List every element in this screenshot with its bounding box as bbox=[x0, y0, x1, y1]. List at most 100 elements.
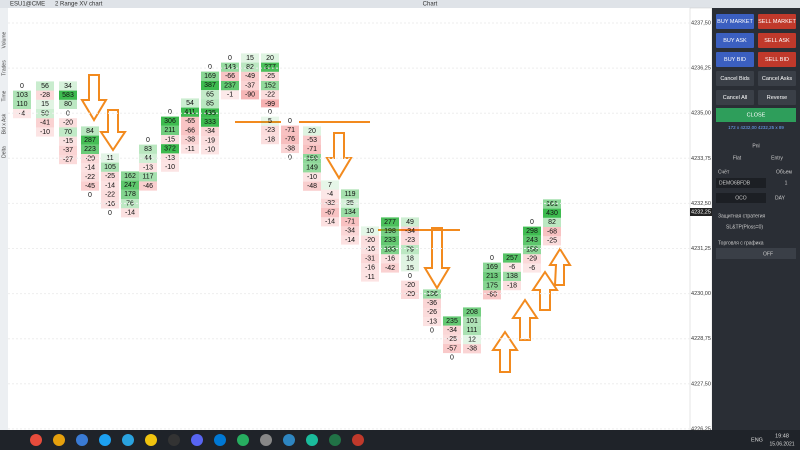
taskbar-icon[interactable] bbox=[99, 434, 111, 446]
cell-value: -66 bbox=[185, 127, 195, 134]
cell bbox=[361, 235, 379, 245]
taskbar-icon[interactable] bbox=[283, 434, 295, 446]
button[interactable] bbox=[716, 52, 754, 67]
cell-value: -29 bbox=[405, 291, 415, 298]
cell-value: 54 bbox=[186, 100, 194, 107]
button[interactable] bbox=[758, 71, 796, 86]
button-label[interactable]: SELL BID bbox=[765, 57, 789, 63]
button[interactable] bbox=[758, 52, 796, 67]
button-label[interactable]: Cancel All bbox=[723, 95, 747, 101]
taskbar-icon[interactable] bbox=[122, 434, 134, 446]
button[interactable] bbox=[758, 33, 796, 48]
tab[interactable]: ESU1@CME bbox=[10, 2, 45, 8]
cell bbox=[341, 207, 359, 217]
taskbar-icon[interactable] bbox=[352, 434, 364, 446]
cell bbox=[201, 126, 219, 136]
button[interactable] bbox=[716, 33, 754, 48]
cell-value: 243 bbox=[526, 237, 538, 244]
taskbar-icon[interactable] bbox=[214, 434, 226, 446]
cell-value: 65 bbox=[206, 91, 214, 98]
side-tab[interactable]: Bid x Ask bbox=[1, 113, 7, 134]
cell-value: 161 bbox=[546, 201, 558, 208]
button[interactable] bbox=[758, 14, 796, 29]
cell-value: 18 bbox=[406, 256, 414, 263]
cell bbox=[139, 163, 157, 173]
side-tab[interactable]: Volume bbox=[1, 31, 7, 48]
cell bbox=[261, 125, 279, 135]
cell bbox=[261, 135, 279, 145]
cell bbox=[13, 99, 31, 109]
button[interactable] bbox=[716, 90, 754, 105]
cell bbox=[261, 116, 279, 126]
cell-value: -53 bbox=[307, 137, 317, 144]
cell-value: 0 bbox=[430, 328, 434, 335]
close-button[interactable] bbox=[716, 108, 796, 122]
cell bbox=[121, 208, 139, 218]
cell bbox=[161, 162, 179, 172]
taskbar-icon[interactable] bbox=[237, 434, 249, 446]
cell bbox=[59, 127, 77, 137]
taskbar-icon[interactable] bbox=[168, 434, 180, 446]
cell bbox=[161, 135, 179, 145]
cell-value: -60 bbox=[487, 292, 497, 299]
cell-value: -11 bbox=[185, 146, 195, 153]
cell bbox=[303, 126, 321, 136]
cell bbox=[261, 53, 279, 63]
button-label[interactable]: BUY BID bbox=[724, 57, 746, 63]
oco-box[interactable] bbox=[716, 193, 766, 203]
cell bbox=[59, 118, 77, 128]
tab[interactable]: 2 Range XV chart bbox=[55, 2, 103, 8]
cell bbox=[261, 81, 279, 91]
cell-value: -31 bbox=[365, 255, 375, 262]
button-label[interactable]: SELL MARKET bbox=[758, 19, 796, 25]
cell bbox=[321, 189, 339, 199]
taskbar-icon[interactable] bbox=[191, 434, 203, 446]
close-label[interactable]: CLOSE bbox=[747, 112, 766, 118]
side-tab[interactable]: Delta bbox=[1, 146, 7, 158]
cell-value: 233 bbox=[384, 237, 396, 244]
taskbar-icon[interactable] bbox=[53, 434, 65, 446]
cell-value: -38 bbox=[285, 145, 295, 152]
button[interactable] bbox=[758, 90, 796, 105]
cell-value: 0 bbox=[66, 110, 70, 117]
cell bbox=[523, 254, 541, 264]
side-tab[interactable]: Trades bbox=[1, 60, 7, 76]
button-label[interactable]: BUY MARKET bbox=[717, 19, 753, 25]
taskbar-icon[interactable] bbox=[306, 434, 318, 446]
button[interactable] bbox=[716, 14, 754, 29]
taskbar-icon[interactable] bbox=[76, 434, 88, 446]
cell bbox=[303, 172, 321, 182]
taskbar-icon[interactable] bbox=[329, 434, 341, 446]
cell-value: 103 bbox=[16, 92, 28, 99]
side-tab[interactable]: Time bbox=[1, 90, 7, 101]
account-box[interactable] bbox=[716, 178, 766, 188]
cell bbox=[423, 317, 441, 327]
button-label[interactable]: SELL ASK bbox=[764, 38, 790, 44]
cell bbox=[139, 181, 157, 191]
cell bbox=[523, 226, 541, 236]
taskbar-icon[interactable] bbox=[30, 434, 42, 446]
cell-value: 15 bbox=[41, 101, 49, 108]
button[interactable] bbox=[716, 71, 754, 86]
button-label[interactable]: BUY ASK bbox=[723, 38, 747, 44]
cell bbox=[303, 181, 321, 191]
cell-value: -34 bbox=[447, 327, 457, 334]
off-toggle[interactable] bbox=[716, 248, 796, 259]
button-label[interactable]: Cancel Bids bbox=[720, 76, 750, 82]
cell-value: 0 bbox=[288, 118, 292, 125]
cell-value: -13 bbox=[165, 155, 175, 162]
off: OFF bbox=[763, 251, 773, 257]
cell-value: -14 bbox=[105, 182, 115, 189]
cell bbox=[139, 135, 157, 145]
taskbar-icon[interactable] bbox=[145, 434, 157, 446]
button-label[interactable]: Cancel Asks bbox=[762, 76, 793, 82]
cell-value: 0 bbox=[288, 155, 292, 162]
taskbar-icon[interactable] bbox=[260, 434, 272, 446]
cell-value: 82 bbox=[548, 219, 556, 226]
cell-value: 119 bbox=[344, 191, 355, 198]
cell-value: -67 bbox=[325, 209, 335, 216]
cell bbox=[36, 81, 54, 91]
footprint: 0103110-456-281550-41-1034583800-2070-15… bbox=[13, 53, 561, 363]
cell bbox=[361, 244, 379, 254]
button-label[interactable]: Reverse bbox=[767, 95, 787, 101]
